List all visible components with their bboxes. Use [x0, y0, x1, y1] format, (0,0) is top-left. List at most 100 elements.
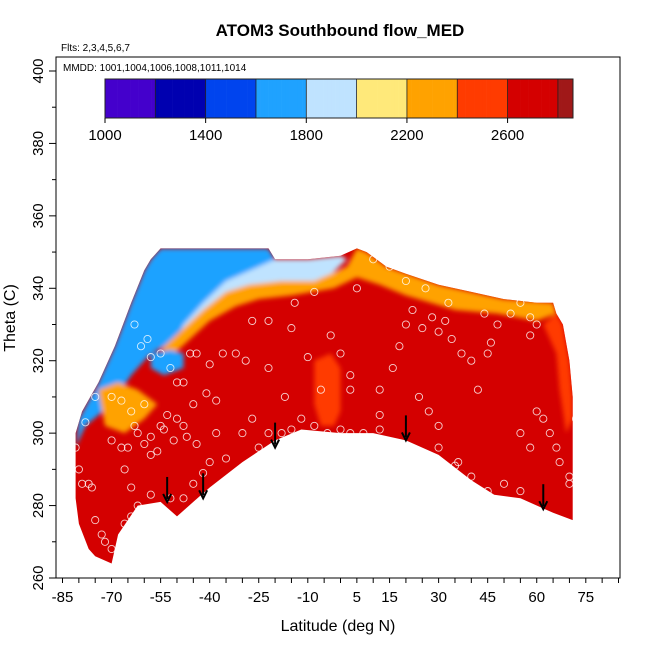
data-point	[401, 276, 410, 286]
x-tick-label: 15	[381, 589, 398, 606]
data-point	[532, 320, 541, 329]
colorbar-segment	[180, 79, 185, 118]
colorbar-segment	[130, 79, 135, 118]
colorbar-segment	[564, 79, 566, 118]
data-point	[231, 349, 240, 358]
y-tick-label: 340	[30, 276, 47, 301]
data-point	[127, 483, 136, 492]
data-point	[81, 418, 90, 427]
data-point	[146, 490, 155, 499]
colorbar-segment	[381, 79, 387, 118]
data-point	[130, 421, 139, 430]
colorbar-segment	[528, 79, 534, 118]
colorbar-segment	[222, 79, 227, 118]
data-point	[146, 432, 155, 441]
colorbar-segment	[559, 79, 561, 118]
colorbar-segment	[331, 79, 336, 118]
data-point	[212, 396, 221, 405]
colorbar-segment	[146, 79, 152, 118]
data-point	[287, 425, 296, 434]
data-point	[323, 429, 332, 438]
colorbar-segment	[545, 79, 550, 118]
colorbar-segment	[390, 79, 395, 118]
data-point	[428, 313, 437, 322]
colorbar-segment	[281, 79, 286, 118]
data-point	[133, 501, 142, 510]
data-point	[287, 324, 296, 333]
data-point	[441, 316, 450, 325]
data-point	[140, 400, 149, 409]
colorbar-segment	[235, 79, 240, 118]
data-point	[388, 439, 397, 449]
y-tick-label: 300	[30, 421, 47, 446]
data-point	[421, 284, 430, 293]
colorbar-segment	[105, 79, 110, 118]
colorbar-segment	[448, 79, 454, 118]
data-point	[264, 429, 273, 438]
data-point	[117, 443, 126, 452]
flights-subtitle: Flts: 2,3,4,5,6,7	[61, 43, 130, 54]
colorbar-segment	[109, 79, 114, 118]
data-point	[71, 443, 80, 452]
data-point	[189, 400, 198, 409]
x-tick-label: -40	[199, 589, 221, 606]
data-point	[120, 465, 129, 474]
data-point	[133, 429, 142, 438]
data-point	[290, 298, 299, 307]
data-point	[424, 407, 433, 416]
colorbar-segment	[520, 79, 525, 118]
data-point	[467, 472, 476, 481]
colorbar-segment	[163, 79, 169, 118]
colorbar-segment	[306, 79, 311, 118]
colorbar-segment	[193, 79, 198, 118]
data-point	[241, 356, 250, 365]
data-point	[447, 334, 456, 344]
data-point	[310, 287, 319, 296]
data-point	[555, 458, 564, 467]
colorbar-segment	[268, 79, 274, 118]
observation-points	[71, 255, 581, 564]
colorbar-segment	[411, 79, 416, 118]
data-point	[493, 320, 502, 329]
x-tick-label: -85	[52, 589, 74, 606]
x-axis-label: Latitude (deg N)	[281, 618, 396, 635]
data-point	[506, 309, 515, 318]
data-point	[375, 410, 384, 420]
colorbar-segment	[318, 79, 324, 118]
data-point	[326, 331, 335, 340]
data-point	[179, 421, 188, 430]
data-point	[189, 479, 198, 488]
colorbar-segment	[453, 79, 458, 118]
colorbar-segment	[427, 79, 433, 118]
data-point	[205, 458, 214, 467]
data-point	[153, 526, 162, 535]
colorbar-segment	[188, 79, 194, 118]
data-point	[212, 429, 221, 438]
data-point	[526, 443, 535, 452]
data-point	[516, 487, 525, 496]
data-point	[457, 349, 466, 358]
colorbar-segment	[176, 79, 181, 118]
colorbar-segment	[465, 79, 471, 118]
colorbar-segment	[373, 79, 378, 118]
colorbar-segment	[276, 79, 282, 118]
data-point	[205, 360, 214, 369]
data-point	[388, 363, 397, 373]
data-point	[539, 414, 548, 423]
data-point	[571, 414, 581, 423]
colorbar-segment	[142, 79, 148, 118]
data-point	[202, 389, 211, 398]
data-point	[526, 313, 535, 322]
colorbar-tick-label: 1400	[189, 127, 222, 144]
data-point	[264, 316, 273, 325]
data-point	[146, 353, 155, 362]
colorbar-segment	[461, 79, 466, 118]
colorbar-segment	[293, 79, 299, 118]
colorbar-segment	[415, 79, 420, 118]
data-point	[385, 262, 394, 271]
data-point	[532, 407, 541, 416]
y-tick-label: 380	[30, 131, 47, 156]
colorbar-segment	[369, 79, 374, 118]
y-tick-label: 360	[30, 203, 47, 228]
colorbar-segment	[121, 79, 127, 118]
